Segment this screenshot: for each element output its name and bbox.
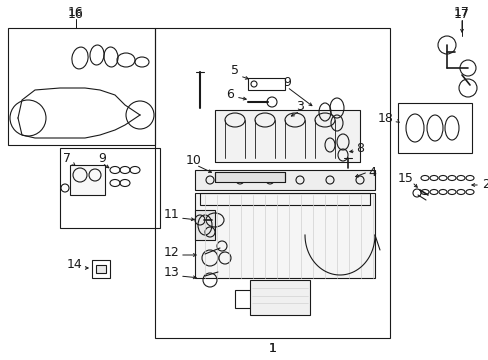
Text: 1: 1 <box>268 342 276 355</box>
Bar <box>70 165 105 195</box>
Text: 16: 16 <box>68 6 84 19</box>
Text: 17: 17 <box>453 5 469 18</box>
Text: 9: 9 <box>283 76 290 89</box>
Text: 5: 5 <box>230 63 239 77</box>
Text: 17: 17 <box>453 8 469 21</box>
Text: 11: 11 <box>164 208 180 221</box>
Text: 12: 12 <box>164 246 180 258</box>
Text: 14: 14 <box>67 258 82 271</box>
Text: 16: 16 <box>68 9 84 22</box>
Text: 8: 8 <box>355 141 363 154</box>
Bar <box>215 172 285 182</box>
Bar <box>195 210 215 240</box>
Text: 2: 2 <box>481 179 488 192</box>
Bar <box>155 28 389 338</box>
Bar <box>247 78 285 90</box>
Bar <box>92 260 110 278</box>
Text: 15: 15 <box>397 171 413 184</box>
Text: 10: 10 <box>185 153 202 166</box>
Text: 6: 6 <box>225 87 233 100</box>
Bar <box>249 280 309 315</box>
Text: 18: 18 <box>377 112 393 125</box>
Text: 4: 4 <box>367 166 375 179</box>
Bar <box>195 193 374 278</box>
Bar <box>235 290 289 308</box>
Text: 7: 7 <box>63 152 71 165</box>
Text: 1: 1 <box>268 342 276 355</box>
Bar <box>96 265 106 273</box>
Bar <box>60 148 160 228</box>
Bar <box>195 170 374 190</box>
Bar <box>215 110 359 162</box>
Text: 3: 3 <box>295 99 304 112</box>
Text: 13: 13 <box>164 266 180 279</box>
Bar <box>200 193 369 205</box>
Text: 9: 9 <box>98 152 106 165</box>
Bar <box>8 28 155 145</box>
Bar <box>397 103 471 153</box>
